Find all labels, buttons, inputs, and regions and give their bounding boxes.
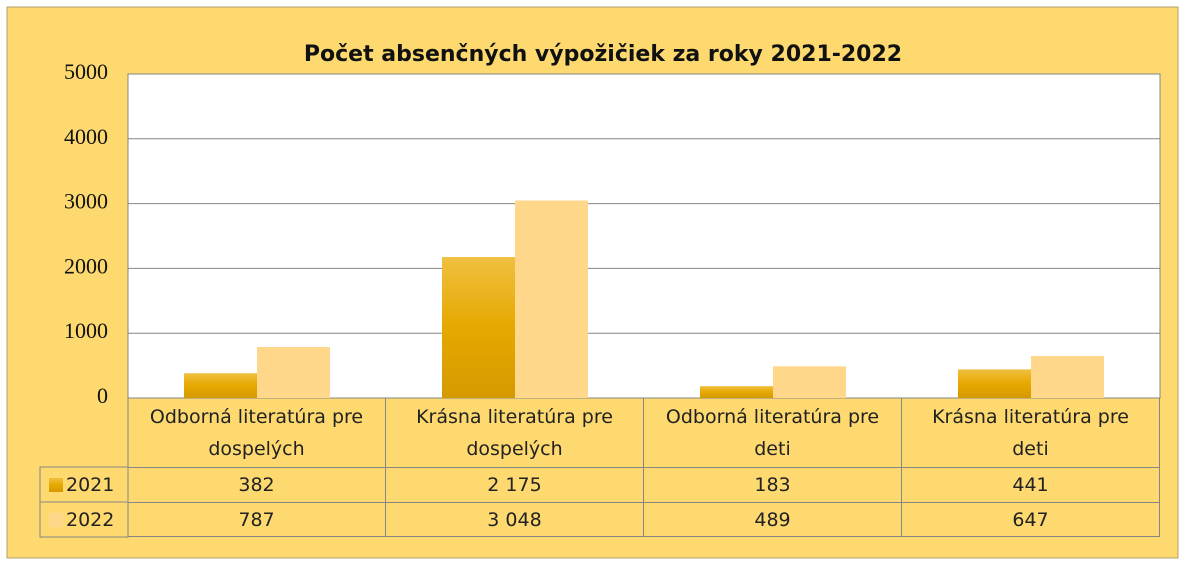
chart-title: Počet absenčných výpožičiek za roky 2021… (304, 42, 902, 67)
bar (958, 369, 1031, 398)
y-tick-label: 4000 (64, 124, 108, 149)
y-tick-label: 2000 (64, 253, 108, 278)
plot-area (128, 74, 1160, 398)
bar (700, 386, 773, 398)
data-table-value: 489 (644, 502, 902, 537)
legend-key (49, 478, 63, 492)
y-tick-label: 5000 (64, 59, 108, 84)
x-tick-label: Odborná literatúra pre dospelých (128, 398, 386, 467)
bar (515, 200, 588, 398)
y-tick-label: 1000 (64, 318, 108, 343)
y-tick-label: 3000 (64, 189, 108, 214)
x-tick-label: Odborná literatúra pre deti (644, 398, 902, 467)
bar (773, 366, 846, 398)
data-table-value: 3 048 (386, 502, 644, 537)
data-table-value: 647 (902, 502, 1160, 537)
legend-label: 2021 (66, 473, 115, 496)
x-tick-label: Krásna literatúra pre dospelých (386, 398, 644, 467)
plot-border (127, 73, 1161, 399)
data-table-value: 787 (128, 502, 386, 537)
data-table-value: 441 (902, 467, 1160, 502)
bar (184, 373, 257, 398)
legend-key (49, 513, 63, 527)
bar (442, 257, 515, 398)
data-table-value: 2 175 (386, 467, 644, 502)
bar (257, 347, 330, 398)
x-tick-label: Krásna literatúra pre deti (902, 398, 1160, 467)
data-table-value: 382 (128, 467, 386, 502)
legend-row (39, 501, 129, 538)
bar (1031, 356, 1104, 398)
y-tick-label: 0 (97, 383, 108, 408)
data-table-value: 183 (644, 467, 902, 502)
legend-label: 2022 (66, 508, 115, 531)
